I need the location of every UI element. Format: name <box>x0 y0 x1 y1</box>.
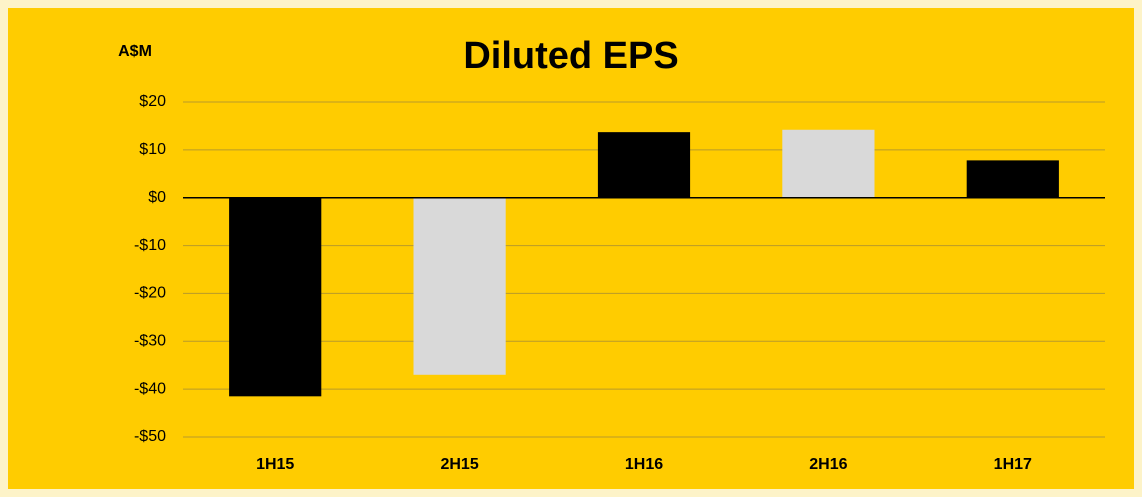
bar <box>782 129 875 198</box>
y-tick-label: $20 <box>139 93 166 110</box>
chart-title: Diluted EPS <box>463 35 678 77</box>
y-tick-label: $0 <box>148 189 166 206</box>
y-tick-label: -$30 <box>134 333 166 350</box>
bar <box>597 132 691 198</box>
chart-background <box>8 8 1134 489</box>
x-tick-label: 2H15 <box>440 456 478 473</box>
y-axis-label: A$M <box>118 43 152 60</box>
y-tick-label: -$20 <box>134 285 166 302</box>
bar <box>966 160 1059 198</box>
y-tick-label: -$10 <box>134 237 166 254</box>
bar <box>229 197 322 397</box>
y-tick-label: -$40 <box>134 380 166 397</box>
bar <box>413 197 506 375</box>
y-tick-label: -$50 <box>134 428 166 445</box>
x-tick-label: 1H17 <box>994 456 1032 473</box>
x-tick-label: 2H16 <box>809 456 847 473</box>
y-tick-label: $10 <box>139 141 166 158</box>
x-tick-label: 1H15 <box>256 456 294 473</box>
x-tick-label: 1H16 <box>625 456 663 473</box>
